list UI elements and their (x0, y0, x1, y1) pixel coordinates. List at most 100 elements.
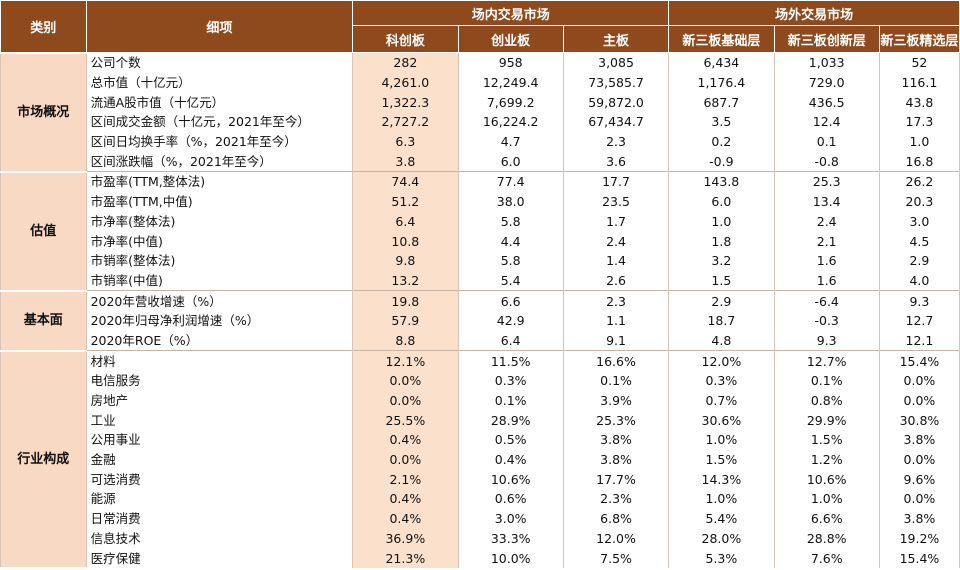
value-cell: 25.3 (773, 171, 880, 192)
value-cell: 0.0% (352, 371, 459, 391)
value-cell: 0.5% (457, 430, 564, 450)
value-cell: 12.0% (562, 528, 670, 549)
value-cell: 5.4 (457, 270, 564, 291)
value-cell: 0.4% (457, 449, 564, 470)
value-cell: 0.4% (352, 489, 459, 509)
table-row: 日常消费 0.4% 3.0% 6.8% 5.4% 6.6% 3.8% (1, 508, 960, 529)
value-cell: 1,322.3 (352, 92, 459, 113)
value-cell: 687.7 (668, 92, 775, 113)
value-cell: 1.4 (562, 250, 670, 271)
value-cell: 12.1 (878, 330, 960, 351)
header-col-star-market: 科创板 (352, 25, 459, 53)
value-cell: 143.8 (668, 171, 775, 192)
section-category: 行业构成 (0, 350, 87, 569)
value-cell: 0.0% (878, 371, 960, 391)
value-cell: 0.1% (457, 390, 564, 411)
value-cell: 0.0% (878, 489, 960, 509)
row-label: 公用事业 (85, 430, 354, 450)
value-cell: 36.9% (352, 528, 459, 549)
value-cell: 17.3 (878, 112, 960, 132)
table-row: 估值 市盈率(TTM,整体法) 74.4 77.4 17.7 143.8 25.3 26.2 (0, 171, 960, 292)
value-cell: 13.2 (352, 270, 459, 291)
section-category: 基本面 (0, 290, 87, 352)
table-row: 公用事业 0.4% 0.5% 3.8% 1.0% 1.5% 3.8% (1, 430, 960, 450)
value-cell: 12.0% (668, 350, 775, 371)
value-cell: 17.7 (562, 171, 670, 192)
value-cell: 1.2% (773, 449, 880, 470)
section-category: 市场概况 (0, 51, 87, 173)
value-cell: 2.4 (562, 231, 670, 251)
section-category: 估值 (0, 171, 87, 292)
value-cell: 5.3% (668, 548, 775, 568)
value-cell: 14.3% (668, 469, 775, 490)
row-label: 市销率(中值) (85, 270, 354, 291)
table-row: 市盈率(TTM,中值) 51.2 38.0 23.5 6.0 13.4 20.3 (1, 191, 960, 212)
value-cell: 4.8 (668, 330, 775, 351)
value-cell: 1,033 (773, 52, 880, 73)
value-cell: 25.3% (562, 410, 670, 431)
value-cell: -0.3 (773, 310, 880, 331)
row-label: 工业 (85, 410, 354, 431)
value-cell: 1.5% (668, 449, 775, 470)
value-cell: 2,727.2 (352, 112, 459, 132)
value-cell: 3.0 (878, 211, 960, 232)
value-cell: 10.8 (352, 231, 459, 251)
value-cell: 1.6 (773, 270, 880, 291)
row-label: 2020年ROE（%） (85, 330, 354, 351)
table-row: 电信服务 0.0% 0.3% 0.1% 0.3% 0.1% 0.0% (1, 371, 960, 391)
value-cell: 0.0% (352, 449, 459, 470)
value-cell: 0.2 (668, 131, 775, 152)
table-row: 房地产 0.0% 0.1% 3.9% 0.7% 0.8% 0.0% (1, 390, 960, 411)
header-col-neeq-base: 新三板基础层 (668, 25, 775, 53)
value-cell: 4.7 (457, 131, 564, 152)
value-cell: 4,261.0 (352, 72, 459, 93)
value-cell: 6.6% (773, 508, 880, 529)
value-cell: 10.6% (457, 469, 564, 490)
value-cell: 4.5 (878, 231, 960, 251)
value-cell: 3.9% (562, 390, 670, 411)
value-cell: 2.1 (773, 231, 880, 251)
table-row: 工业 25.5% 28.9% 25.3% 30.6% 29.9% 30.8% (1, 410, 960, 431)
value-cell: 3,085 (562, 52, 670, 73)
value-cell: 19.2% (878, 528, 960, 549)
value-cell: 1.0% (668, 489, 775, 509)
value-cell: 2.6 (562, 270, 670, 291)
value-cell: 436.5 (773, 92, 880, 113)
table-row: 市销率(整体法) 9.8 5.8 1.4 3.2 1.6 2.9 (1, 250, 960, 271)
table-row: 可选消费 2.1% 10.6% 17.7% 14.3% 10.6% 9.6% (1, 469, 960, 490)
value-cell: 7.6% (773, 548, 880, 568)
value-cell: 9.3 (878, 290, 960, 311)
value-cell: 11.5% (457, 350, 564, 371)
value-cell: 282 (352, 52, 459, 73)
value-cell: 5.8 (457, 250, 564, 271)
value-cell: 2.9 (878, 250, 960, 271)
value-cell: 29.9% (773, 410, 880, 431)
value-cell: 42.9 (457, 310, 564, 331)
value-cell: 30.8% (878, 410, 960, 431)
table-row: 能源 0.4% 0.6% 2.3% 1.0% 1.0% 0.0% (1, 489, 960, 509)
table-row: 市场概况 公司个数 282 958 3,085 6,434 1,033 52 (0, 51, 960, 173)
row-label: 市销率(整体法) (85, 250, 354, 271)
value-cell: 6.6 (457, 290, 564, 311)
value-cell: 5.4% (668, 508, 775, 529)
value-cell: 9.1 (562, 330, 670, 351)
value-cell: 8.8 (352, 330, 459, 351)
row-label: 医疗保健 (85, 548, 354, 568)
value-cell: 3.0% (457, 508, 564, 529)
value-cell: 0.4% (352, 430, 459, 450)
value-cell: 17.7% (562, 469, 670, 490)
value-cell: 1.0% (773, 489, 880, 509)
value-cell: 6.3 (352, 131, 459, 152)
value-cell: 26.2 (878, 171, 960, 192)
table-row: 医疗保健 21.3% 10.0% 7.5% 5.3% 7.6% 15.4% (1, 548, 960, 568)
value-cell: 12,249.4 (457, 72, 564, 93)
value-cell: 20.3 (878, 191, 960, 212)
header-category: 类别 (0, 0, 87, 53)
value-cell: 15.4% (878, 548, 960, 568)
row-label: 总市值（十亿元） (85, 72, 354, 93)
value-cell: 1.8 (668, 231, 775, 251)
value-cell: 12.7% (773, 350, 880, 371)
header-col-chinext: 创业板 (457, 25, 564, 53)
value-cell: 0.6% (457, 489, 564, 509)
